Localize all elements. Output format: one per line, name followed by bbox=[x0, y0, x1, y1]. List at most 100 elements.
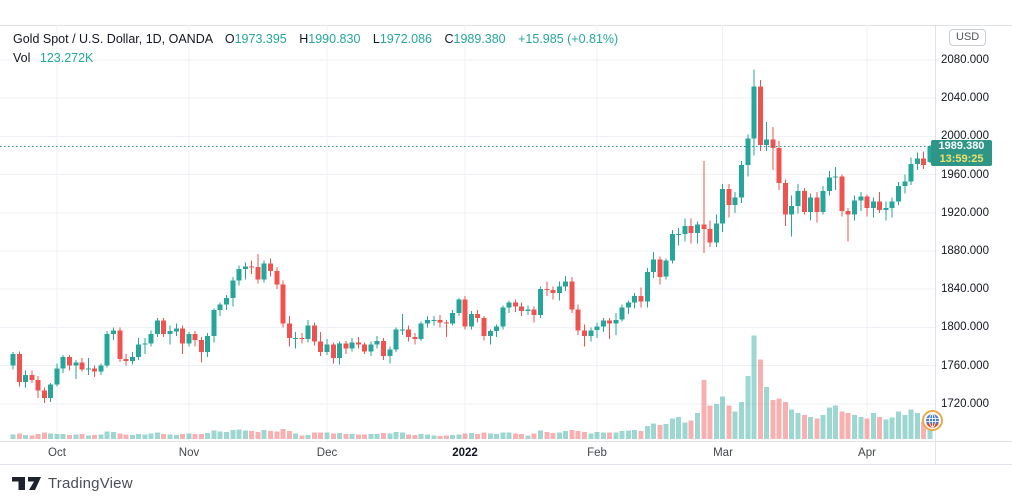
candle bbox=[801, 188, 807, 215]
volume-bar bbox=[519, 433, 525, 439]
candle bbox=[337, 341, 343, 365]
volume-bar bbox=[481, 432, 487, 439]
pane-top-separator[interactable] bbox=[0, 25, 1012, 26]
volume-bar bbox=[242, 430, 248, 439]
candle bbox=[418, 321, 424, 341]
candle bbox=[343, 340, 349, 355]
volume-bar bbox=[217, 431, 223, 439]
candlestick-chart[interactable] bbox=[0, 0, 936, 465]
volume-bar bbox=[607, 432, 613, 439]
candle bbox=[85, 358, 91, 376]
volume-bar bbox=[770, 400, 776, 439]
candle bbox=[324, 338, 330, 356]
symbol-title[interactable]: Gold Spot / U.S. Dollar, 1D, OANDA bbox=[13, 32, 213, 46]
volume-bar bbox=[782, 402, 788, 439]
volume-bar bbox=[820, 414, 826, 439]
candle bbox=[16, 351, 22, 387]
volume-bar bbox=[475, 433, 481, 439]
candle bbox=[632, 293, 638, 309]
volume-bar bbox=[299, 435, 305, 439]
candle bbox=[663, 258, 669, 280]
volume-bar bbox=[349, 433, 355, 439]
candle bbox=[450, 310, 456, 326]
time-axis-label: Nov bbox=[178, 447, 200, 459]
bar-countdown: 13:59:25 bbox=[939, 153, 984, 165]
volume-bar bbox=[48, 433, 54, 439]
volume-bar bbox=[751, 335, 757, 439]
price-axis-label: 1840.000 bbox=[941, 282, 993, 296]
volume-bar bbox=[224, 432, 229, 439]
candle bbox=[136, 337, 142, 360]
candle bbox=[776, 141, 782, 190]
volume-bar bbox=[186, 433, 192, 439]
candle bbox=[123, 354, 129, 366]
candle bbox=[594, 322, 600, 338]
candle bbox=[908, 157, 914, 186]
price-axis-separator bbox=[935, 25, 936, 465]
volume-bar bbox=[908, 409, 914, 439]
candle bbox=[563, 275, 569, 292]
volume-bar bbox=[845, 413, 851, 439]
volume-bar bbox=[142, 434, 148, 439]
candle bbox=[374, 336, 380, 349]
volume-bar bbox=[833, 405, 839, 439]
candle bbox=[927, 145, 933, 164]
volume-bar bbox=[98, 434, 104, 439]
legend-volume-row: Vol 123.272K bbox=[13, 49, 618, 68]
volume-bar bbox=[764, 387, 770, 439]
close-label: C bbox=[444, 32, 454, 46]
candle bbox=[864, 194, 870, 217]
candle bbox=[462, 295, 468, 330]
candle bbox=[60, 355, 66, 374]
time-axis-label: Oct bbox=[48, 447, 66, 459]
candle bbox=[688, 218, 694, 244]
volume-bar bbox=[111, 432, 116, 439]
volume-bar bbox=[852, 414, 857, 439]
candle bbox=[437, 315, 443, 328]
candle bbox=[833, 167, 839, 190]
symbol-legend[interactable]: Gold Spot / U.S. Dollar, 1D, OANDA O1973… bbox=[13, 30, 618, 68]
volume-bar bbox=[776, 398, 782, 439]
volume-bar bbox=[311, 432, 317, 439]
candles-layer bbox=[10, 69, 933, 403]
candle bbox=[148, 330, 154, 347]
volume-bar bbox=[701, 379, 707, 439]
volume-bar bbox=[688, 420, 694, 439]
volume-bar bbox=[801, 414, 807, 439]
volume-bar bbox=[318, 432, 324, 439]
candle bbox=[575, 304, 581, 336]
candle bbox=[883, 201, 889, 221]
candle bbox=[318, 332, 324, 357]
candle bbox=[789, 195, 795, 237]
volume-bar bbox=[117, 433, 123, 439]
tradingview-attribution[interactable]: TradingView bbox=[12, 475, 133, 492]
volume-bar bbox=[29, 435, 35, 439]
volume-bar bbox=[355, 434, 361, 439]
candle bbox=[707, 220, 713, 248]
price-axis-label: 1800.000 bbox=[941, 320, 993, 334]
volume-bar bbox=[550, 433, 556, 439]
candle bbox=[142, 337, 148, 355]
volume-bar bbox=[877, 416, 883, 439]
candle bbox=[745, 134, 751, 177]
volume-bar bbox=[129, 434, 135, 439]
volume-bar bbox=[35, 433, 41, 439]
volume-bar bbox=[613, 432, 619, 439]
candle bbox=[362, 342, 368, 355]
volume-bar bbox=[789, 409, 795, 439]
candle bbox=[732, 191, 738, 213]
volume-bar bbox=[896, 411, 901, 440]
currency-toggle-button[interactable]: USD bbox=[949, 29, 987, 46]
volume-bar bbox=[582, 432, 587, 439]
grid-layer bbox=[0, 25, 935, 441]
candle bbox=[588, 327, 594, 342]
volume-bar bbox=[211, 430, 217, 439]
volume-bar bbox=[745, 376, 751, 439]
volume-bar bbox=[198, 434, 204, 439]
candle bbox=[550, 286, 556, 300]
volume-bar bbox=[826, 407, 832, 439]
volume-bar bbox=[914, 413, 920, 439]
candle bbox=[896, 182, 901, 206]
volume-bar bbox=[682, 422, 688, 439]
